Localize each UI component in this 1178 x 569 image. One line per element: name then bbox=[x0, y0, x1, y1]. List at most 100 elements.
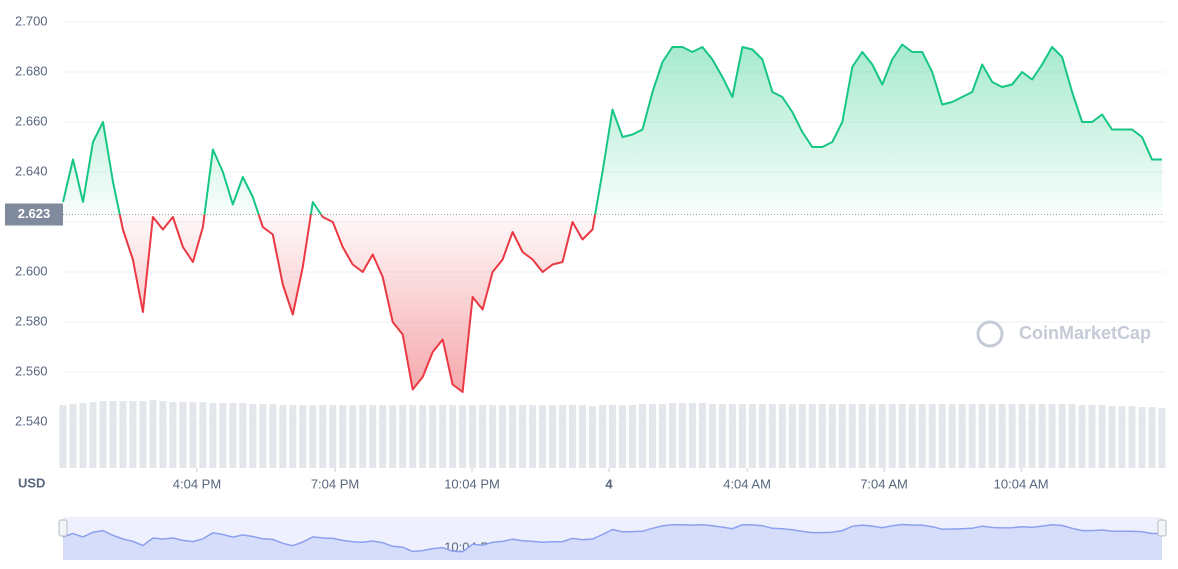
volume-bar bbox=[1068, 404, 1076, 468]
volume-bar bbox=[429, 405, 437, 468]
x-tick-label: 10:04 AM bbox=[994, 476, 1049, 491]
volume-bar bbox=[1038, 404, 1046, 468]
volume-bar bbox=[99, 401, 107, 468]
volume-bar bbox=[399, 405, 407, 468]
volume-bar bbox=[129, 401, 137, 468]
volume-bar bbox=[79, 403, 87, 468]
y-tick-label: 2.560 bbox=[15, 363, 48, 378]
volume-bar bbox=[69, 404, 77, 468]
volume-bar bbox=[1118, 406, 1126, 468]
x-tick-label: 7:04 AM bbox=[860, 476, 908, 491]
navigator-area bbox=[63, 524, 1162, 560]
price-area: 2.623 bbox=[5, 43, 1162, 393]
volume-bar bbox=[449, 405, 457, 468]
volume-bar bbox=[359, 405, 367, 468]
volume-bar bbox=[998, 404, 1006, 468]
volume-bar bbox=[648, 404, 656, 468]
volume-bar bbox=[509, 405, 517, 468]
volume-bar bbox=[938, 404, 946, 468]
volume-bar bbox=[279, 405, 287, 468]
volume-bar bbox=[778, 404, 786, 468]
volume-bar bbox=[459, 405, 467, 468]
volume-bar bbox=[369, 405, 377, 468]
x-tick-label: 4 bbox=[605, 476, 613, 491]
reference-label-box bbox=[5, 203, 63, 226]
navigator-line bbox=[62, 523, 1162, 553]
volume-bar bbox=[329, 405, 337, 468]
volume-bar bbox=[638, 404, 646, 468]
y-tick-label: 2.660 bbox=[15, 113, 48, 128]
volume-bar bbox=[559, 405, 567, 468]
navigator-handle bbox=[58, 519, 68, 537]
volume-bar bbox=[748, 404, 756, 468]
volume-bar bbox=[299, 405, 307, 468]
volume-bar bbox=[379, 405, 387, 468]
price-area-fill bbox=[63, 44, 1162, 392]
watermark-logo bbox=[976, 320, 1004, 348]
volume-bar bbox=[199, 402, 207, 468]
volume-bar bbox=[159, 401, 167, 468]
volume-bar bbox=[658, 404, 666, 468]
volume-bar bbox=[858, 404, 866, 468]
volume-bar bbox=[499, 405, 507, 468]
volume-bar bbox=[1058, 404, 1066, 468]
volume-bar bbox=[1008, 404, 1016, 468]
volume-bar bbox=[469, 405, 477, 468]
volume-bar bbox=[339, 405, 347, 468]
watermark: CoinMarketCap bbox=[1019, 323, 1151, 343]
volume-bar bbox=[1078, 405, 1086, 468]
volume-bar bbox=[978, 404, 986, 468]
volume-bar bbox=[718, 404, 726, 468]
volume-bar bbox=[1138, 407, 1146, 468]
currency-label: USD bbox=[18, 475, 45, 490]
y-tick-label: 2.680 bbox=[15, 63, 48, 78]
volume-bar bbox=[1028, 404, 1036, 468]
volume-bar bbox=[389, 405, 397, 468]
volume-bar bbox=[968, 404, 976, 468]
volume-bar bbox=[908, 404, 916, 468]
y-tick-label: 2.700 bbox=[15, 13, 48, 28]
navigator-handle bbox=[1157, 519, 1167, 537]
volume-bar bbox=[1158, 408, 1166, 468]
y-tick-label: 2.540 bbox=[15, 413, 48, 428]
volume-bar bbox=[1018, 404, 1026, 468]
volume-bar bbox=[738, 404, 746, 468]
volume-bar bbox=[1088, 405, 1096, 468]
volume-bar bbox=[169, 402, 177, 468]
volume-bar bbox=[1148, 407, 1156, 468]
volume-bar bbox=[219, 403, 227, 468]
volume-bar bbox=[229, 403, 237, 468]
volume-bar bbox=[239, 403, 247, 468]
volume-bar bbox=[489, 405, 497, 468]
volume-bar bbox=[609, 405, 616, 468]
volume-bar bbox=[828, 404, 836, 468]
x-tick-label: 4:04 PM bbox=[173, 476, 221, 491]
volume-bar bbox=[728, 404, 736, 468]
volume-bar bbox=[888, 404, 896, 468]
volume-bar bbox=[139, 401, 147, 468]
volume-bar bbox=[1048, 404, 1056, 468]
volume-bar bbox=[59, 405, 67, 468]
volume-bar bbox=[798, 404, 806, 468]
x-tick-label: 7:04 PM bbox=[311, 476, 359, 491]
volume-bar bbox=[549, 405, 557, 468]
volume-bar bbox=[918, 404, 926, 468]
volume-bar bbox=[599, 405, 607, 468]
volume-bar bbox=[569, 405, 577, 468]
volume-bar bbox=[269, 404, 277, 468]
volume-bar bbox=[439, 405, 447, 468]
x-tick-label: 4:04 AM bbox=[723, 476, 771, 491]
volume-bar bbox=[579, 405, 587, 468]
y-tick-label: 2.580 bbox=[15, 313, 48, 328]
volume-bar bbox=[868, 404, 876, 468]
volume-bar bbox=[479, 405, 487, 468]
volume-bar bbox=[618, 405, 626, 468]
volume-bar bbox=[309, 405, 317, 468]
volume-bar bbox=[758, 404, 766, 468]
volume-bar bbox=[708, 404, 716, 468]
price-line bbox=[62, 43, 1162, 393]
x-tick-label: 10:04 PM bbox=[444, 476, 500, 491]
